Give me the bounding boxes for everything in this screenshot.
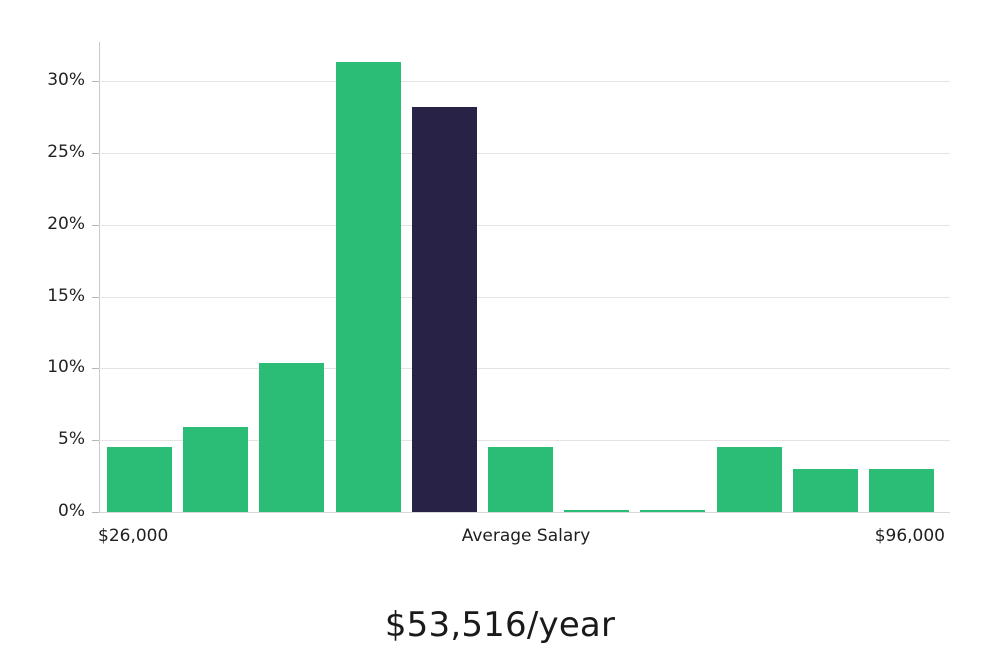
bar	[488, 447, 553, 512]
y-axis-tick-label: 15%	[47, 285, 85, 306]
y-axis-tick	[92, 368, 99, 370]
x-axis-line	[99, 512, 950, 513]
y-axis-tick	[92, 224, 99, 226]
bar-highlighted	[412, 106, 477, 512]
x-axis-label-max: $96,000	[874, 526, 945, 546]
average-salary-value: $53,516/year	[384, 605, 616, 645]
gridline	[99, 296, 950, 298]
y-axis-tick	[92, 440, 99, 442]
gridline	[99, 224, 950, 226]
gridline	[99, 440, 950, 442]
y-axis-tick-label: 5%	[58, 429, 85, 450]
y-axis-tick-label: 10%	[47, 357, 85, 378]
y-axis-line	[99, 42, 100, 513]
bar	[717, 447, 782, 512]
y-axis-tick	[92, 81, 99, 82]
bar	[793, 468, 858, 512]
bar	[640, 510, 705, 512]
x-axis-title: Average Salary	[461, 526, 591, 546]
y-axis-tick	[92, 296, 99, 298]
gridline	[99, 81, 950, 82]
y-axis-tick-label: 20%	[47, 213, 85, 234]
y-axis-tick-label: 0%	[58, 501, 85, 521]
bar	[183, 427, 248, 512]
gridline	[99, 152, 950, 154]
gridline	[99, 368, 950, 370]
y-axis-tick	[92, 512, 99, 513]
y-axis-tick	[92, 152, 99, 154]
bar	[869, 468, 934, 512]
x-axis-label-min: $26,000	[98, 526, 169, 546]
bar	[336, 62, 401, 512]
y-axis-tick-label: 30%	[47, 70, 85, 90]
bar	[564, 510, 629, 512]
bar	[107, 447, 172, 512]
y-axis-tick-label: 25%	[47, 141, 85, 162]
bar	[259, 362, 324, 512]
